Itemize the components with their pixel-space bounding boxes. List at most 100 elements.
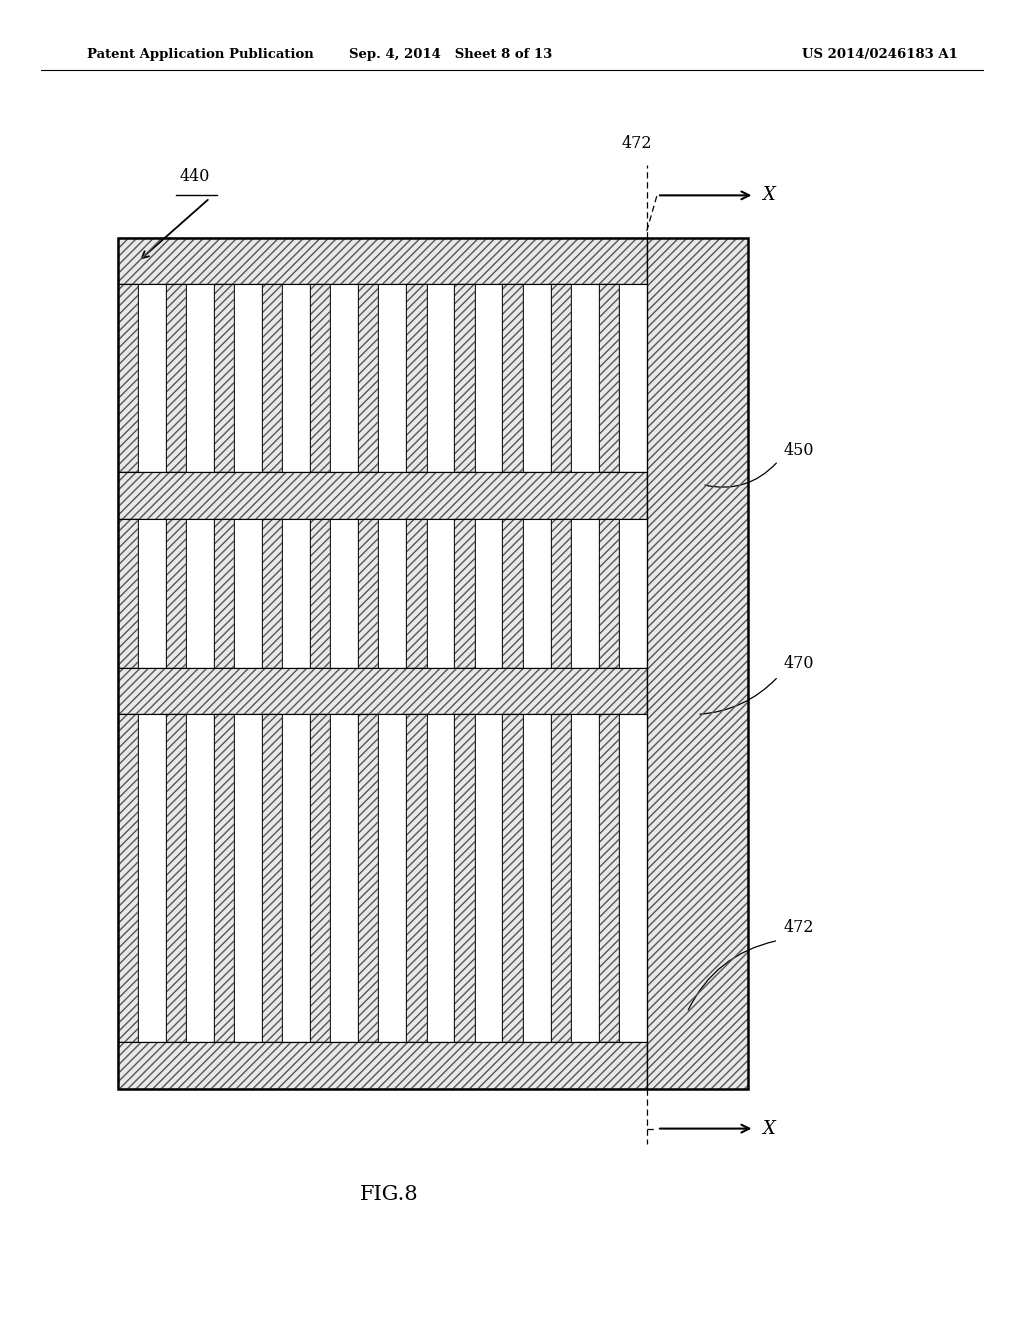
Bar bbox=[551, 519, 570, 668]
Bar bbox=[118, 238, 748, 1089]
Bar bbox=[138, 519, 166, 668]
Bar bbox=[647, 238, 748, 1089]
Bar bbox=[407, 519, 427, 668]
Bar bbox=[474, 714, 503, 1043]
Bar bbox=[118, 238, 647, 284]
Text: US 2014/0246183 A1: US 2014/0246183 A1 bbox=[802, 48, 957, 61]
Bar bbox=[310, 284, 331, 471]
Bar bbox=[427, 519, 455, 668]
Bar bbox=[379, 284, 407, 471]
Text: 450: 450 bbox=[783, 442, 814, 459]
Bar bbox=[166, 284, 186, 471]
Bar bbox=[262, 284, 283, 471]
Bar bbox=[262, 714, 283, 1043]
Bar bbox=[379, 714, 407, 1043]
Bar bbox=[407, 714, 427, 1043]
Bar bbox=[570, 519, 599, 668]
Bar bbox=[427, 284, 455, 471]
Bar bbox=[262, 519, 283, 668]
Bar bbox=[407, 714, 427, 1043]
Bar bbox=[358, 519, 379, 668]
Bar bbox=[455, 714, 474, 1043]
Bar bbox=[166, 284, 186, 471]
Bar bbox=[599, 714, 618, 1043]
Bar bbox=[427, 714, 455, 1043]
Bar bbox=[166, 519, 186, 668]
Bar bbox=[118, 284, 138, 471]
Bar bbox=[118, 519, 138, 668]
Bar bbox=[118, 471, 647, 519]
Bar bbox=[186, 519, 214, 668]
Bar bbox=[455, 284, 474, 471]
Bar bbox=[331, 714, 358, 1043]
Bar bbox=[618, 284, 647, 471]
Bar bbox=[570, 714, 599, 1043]
Bar bbox=[310, 519, 331, 668]
Bar bbox=[474, 284, 503, 471]
Bar bbox=[118, 1043, 647, 1089]
Bar bbox=[522, 714, 551, 1043]
Bar bbox=[551, 284, 570, 471]
Bar bbox=[358, 714, 379, 1043]
Bar bbox=[283, 519, 310, 668]
Bar bbox=[599, 284, 618, 471]
Bar bbox=[358, 284, 379, 471]
Bar bbox=[118, 238, 647, 284]
Bar bbox=[118, 471, 647, 519]
Bar bbox=[118, 519, 138, 668]
Bar bbox=[118, 714, 138, 1043]
Text: X: X bbox=[763, 186, 775, 205]
Bar bbox=[234, 519, 262, 668]
Bar bbox=[234, 284, 262, 471]
Bar bbox=[455, 284, 474, 471]
Text: X: X bbox=[763, 1119, 775, 1138]
Bar bbox=[522, 519, 551, 668]
Bar bbox=[618, 519, 647, 668]
Bar bbox=[186, 284, 214, 471]
Bar bbox=[551, 714, 570, 1043]
Bar bbox=[214, 284, 234, 471]
Text: 472: 472 bbox=[622, 135, 651, 152]
Bar bbox=[166, 519, 186, 668]
Bar bbox=[647, 238, 748, 1089]
Bar bbox=[522, 284, 551, 471]
Bar bbox=[570, 284, 599, 471]
Bar bbox=[310, 519, 331, 668]
Bar bbox=[118, 1043, 647, 1089]
Bar bbox=[262, 284, 283, 471]
Bar bbox=[283, 284, 310, 471]
Bar bbox=[503, 284, 522, 471]
Bar bbox=[234, 714, 262, 1043]
Text: Patent Application Publication: Patent Application Publication bbox=[87, 48, 313, 61]
Bar bbox=[118, 714, 138, 1043]
Bar bbox=[118, 668, 647, 714]
Bar bbox=[310, 714, 331, 1043]
Bar bbox=[118, 238, 748, 1089]
Text: FIG.8: FIG.8 bbox=[359, 1185, 419, 1204]
Bar bbox=[262, 519, 283, 668]
Bar bbox=[262, 714, 283, 1043]
Bar bbox=[379, 519, 407, 668]
Bar bbox=[331, 519, 358, 668]
Bar bbox=[455, 714, 474, 1043]
Bar bbox=[138, 284, 166, 471]
Bar bbox=[503, 714, 522, 1043]
Bar bbox=[407, 519, 427, 668]
Text: 470: 470 bbox=[783, 655, 814, 672]
Bar bbox=[118, 668, 647, 714]
Bar bbox=[310, 714, 331, 1043]
Bar bbox=[618, 714, 647, 1043]
Bar bbox=[358, 714, 379, 1043]
Bar bbox=[551, 284, 570, 471]
Text: 440: 440 bbox=[179, 168, 210, 185]
Bar bbox=[551, 519, 570, 668]
Text: 472: 472 bbox=[783, 919, 814, 936]
Bar bbox=[455, 519, 474, 668]
Bar bbox=[358, 284, 379, 471]
Bar bbox=[310, 284, 331, 471]
Bar bbox=[551, 714, 570, 1043]
Bar bbox=[283, 714, 310, 1043]
Bar bbox=[138, 714, 166, 1043]
Bar bbox=[599, 714, 618, 1043]
Bar bbox=[186, 714, 214, 1043]
